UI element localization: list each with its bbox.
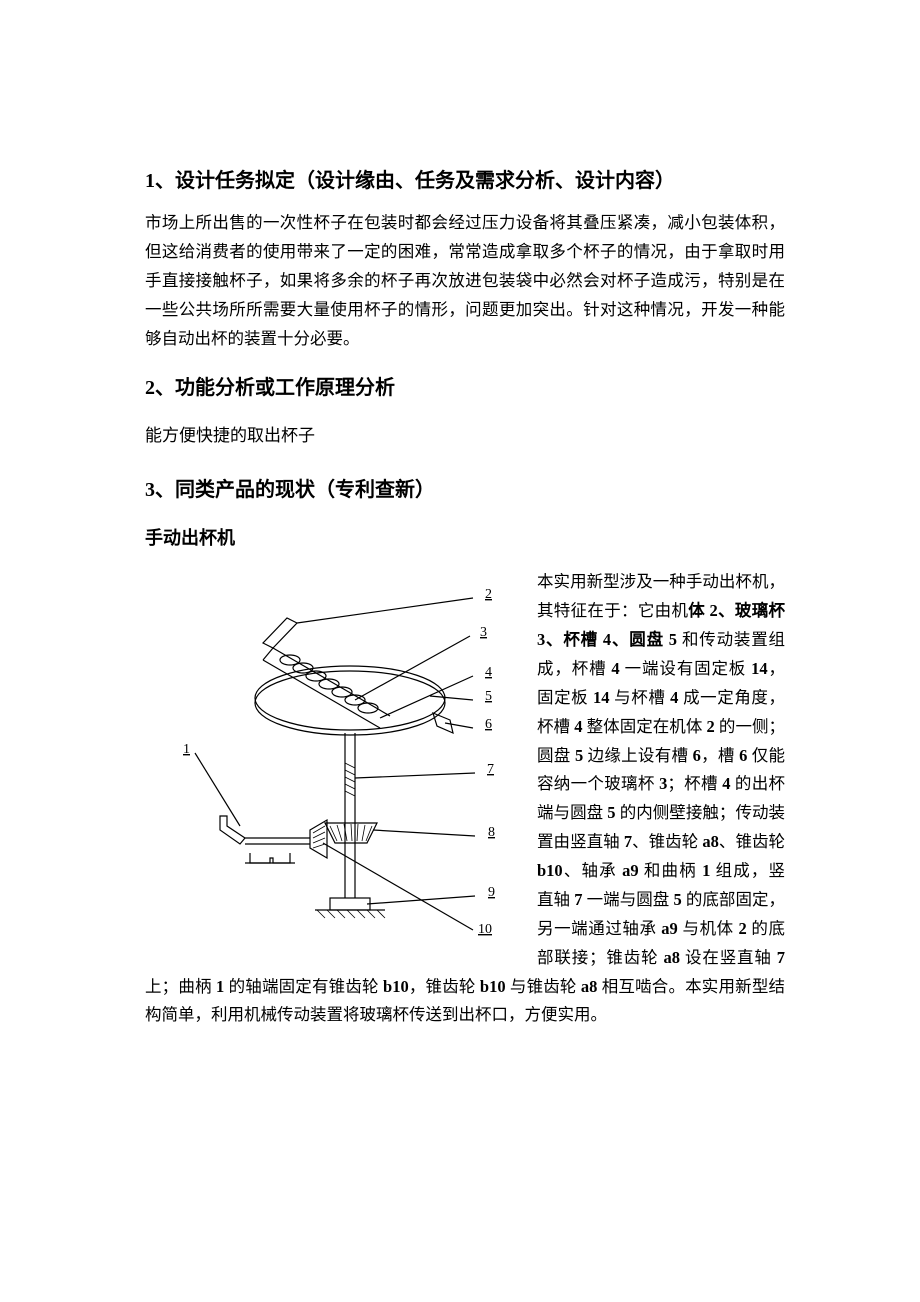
figure-label-2: 2 xyxy=(485,587,492,602)
b13: 5 xyxy=(607,803,615,822)
m19: 一端与圆盘 xyxy=(582,890,673,909)
b23: a8 xyxy=(664,948,681,967)
figure-label-9: 9 xyxy=(488,885,495,900)
figure-label-3: 3 xyxy=(480,625,487,640)
figure-label-8: 8 xyxy=(488,825,495,840)
b16: b10 xyxy=(537,861,563,880)
b14: 7 xyxy=(624,832,632,851)
m26: ，锥齿轮 xyxy=(409,977,480,996)
b24: 7 xyxy=(777,948,785,967)
section2-heading: 2、功能分析或工作原理分析 xyxy=(145,371,785,400)
m15: 、锥齿轮 xyxy=(719,832,785,851)
b26: b10 xyxy=(383,977,409,996)
b28: a8 xyxy=(581,977,598,996)
section1-body: 市场上所出售的一次性杯子在包装时都会经过压力设备将其叠压紧凑，减小包装体积，但这… xyxy=(145,209,785,353)
m8: 边缘上设有槽 xyxy=(583,746,692,765)
product-title: 手动出杯机 xyxy=(145,524,785,550)
b22: 2 xyxy=(738,919,746,938)
m16: 、轴承 xyxy=(563,861,622,880)
figure-label-7: 7 xyxy=(487,762,494,777)
m21: 与机体 xyxy=(678,919,739,938)
m11: ；杯槽 xyxy=(667,774,722,793)
b7: 2 xyxy=(707,717,715,736)
figure-label-6: 6 xyxy=(485,717,492,732)
b27: b10 xyxy=(480,977,506,996)
b3: 14 xyxy=(751,659,768,678)
b20: 5 xyxy=(673,890,681,909)
section3-heading: 3、同类产品的现状（专利查新） xyxy=(145,473,785,502)
cup-dispenser-diagram: 1 2 3 4 5 6 7 8 9 10 xyxy=(155,568,525,968)
b21: a9 xyxy=(661,919,678,938)
m17: 和曲柄 xyxy=(639,861,703,880)
m2: 一端设有固定板 xyxy=(620,659,751,678)
patent-figure: 1 2 3 4 5 6 7 8 9 10 xyxy=(155,568,525,968)
m24: 上；曲柄 xyxy=(145,977,216,996)
m14: 、锥齿轮 xyxy=(632,832,702,851)
b15: a8 xyxy=(702,832,719,851)
figure-label-1: 1 xyxy=(183,742,190,757)
b2: 4 xyxy=(611,659,619,678)
figure-label-5: 5 xyxy=(485,689,492,704)
b17: a9 xyxy=(622,861,639,880)
m9: ，槽 xyxy=(701,746,739,765)
m25: 的轴端固定有锥齿轮 xyxy=(224,977,383,996)
figure-label-4: 4 xyxy=(485,665,492,680)
m23: 设在竖直轴 xyxy=(680,948,777,967)
m6: 整体固定在机体 xyxy=(582,717,706,736)
section2-body: 能方便快捷的取出杯子 xyxy=(145,422,785,451)
m27: 与锥齿轮 xyxy=(506,977,581,996)
figure-text-wrap: 1 2 3 4 5 6 7 8 9 10 本实用新型涉及一种手动出杯机，其特征在… xyxy=(145,568,785,1030)
b4: 14 xyxy=(593,688,610,707)
b9: 6 xyxy=(693,746,701,765)
section1-heading: 1、设计任务拟定（设计缘由、任务及需求分析、设计内容） xyxy=(145,165,785,197)
figure-label-10: 10 xyxy=(478,922,492,937)
b8: 5 xyxy=(575,746,583,765)
m4: 与杯槽 xyxy=(609,688,670,707)
